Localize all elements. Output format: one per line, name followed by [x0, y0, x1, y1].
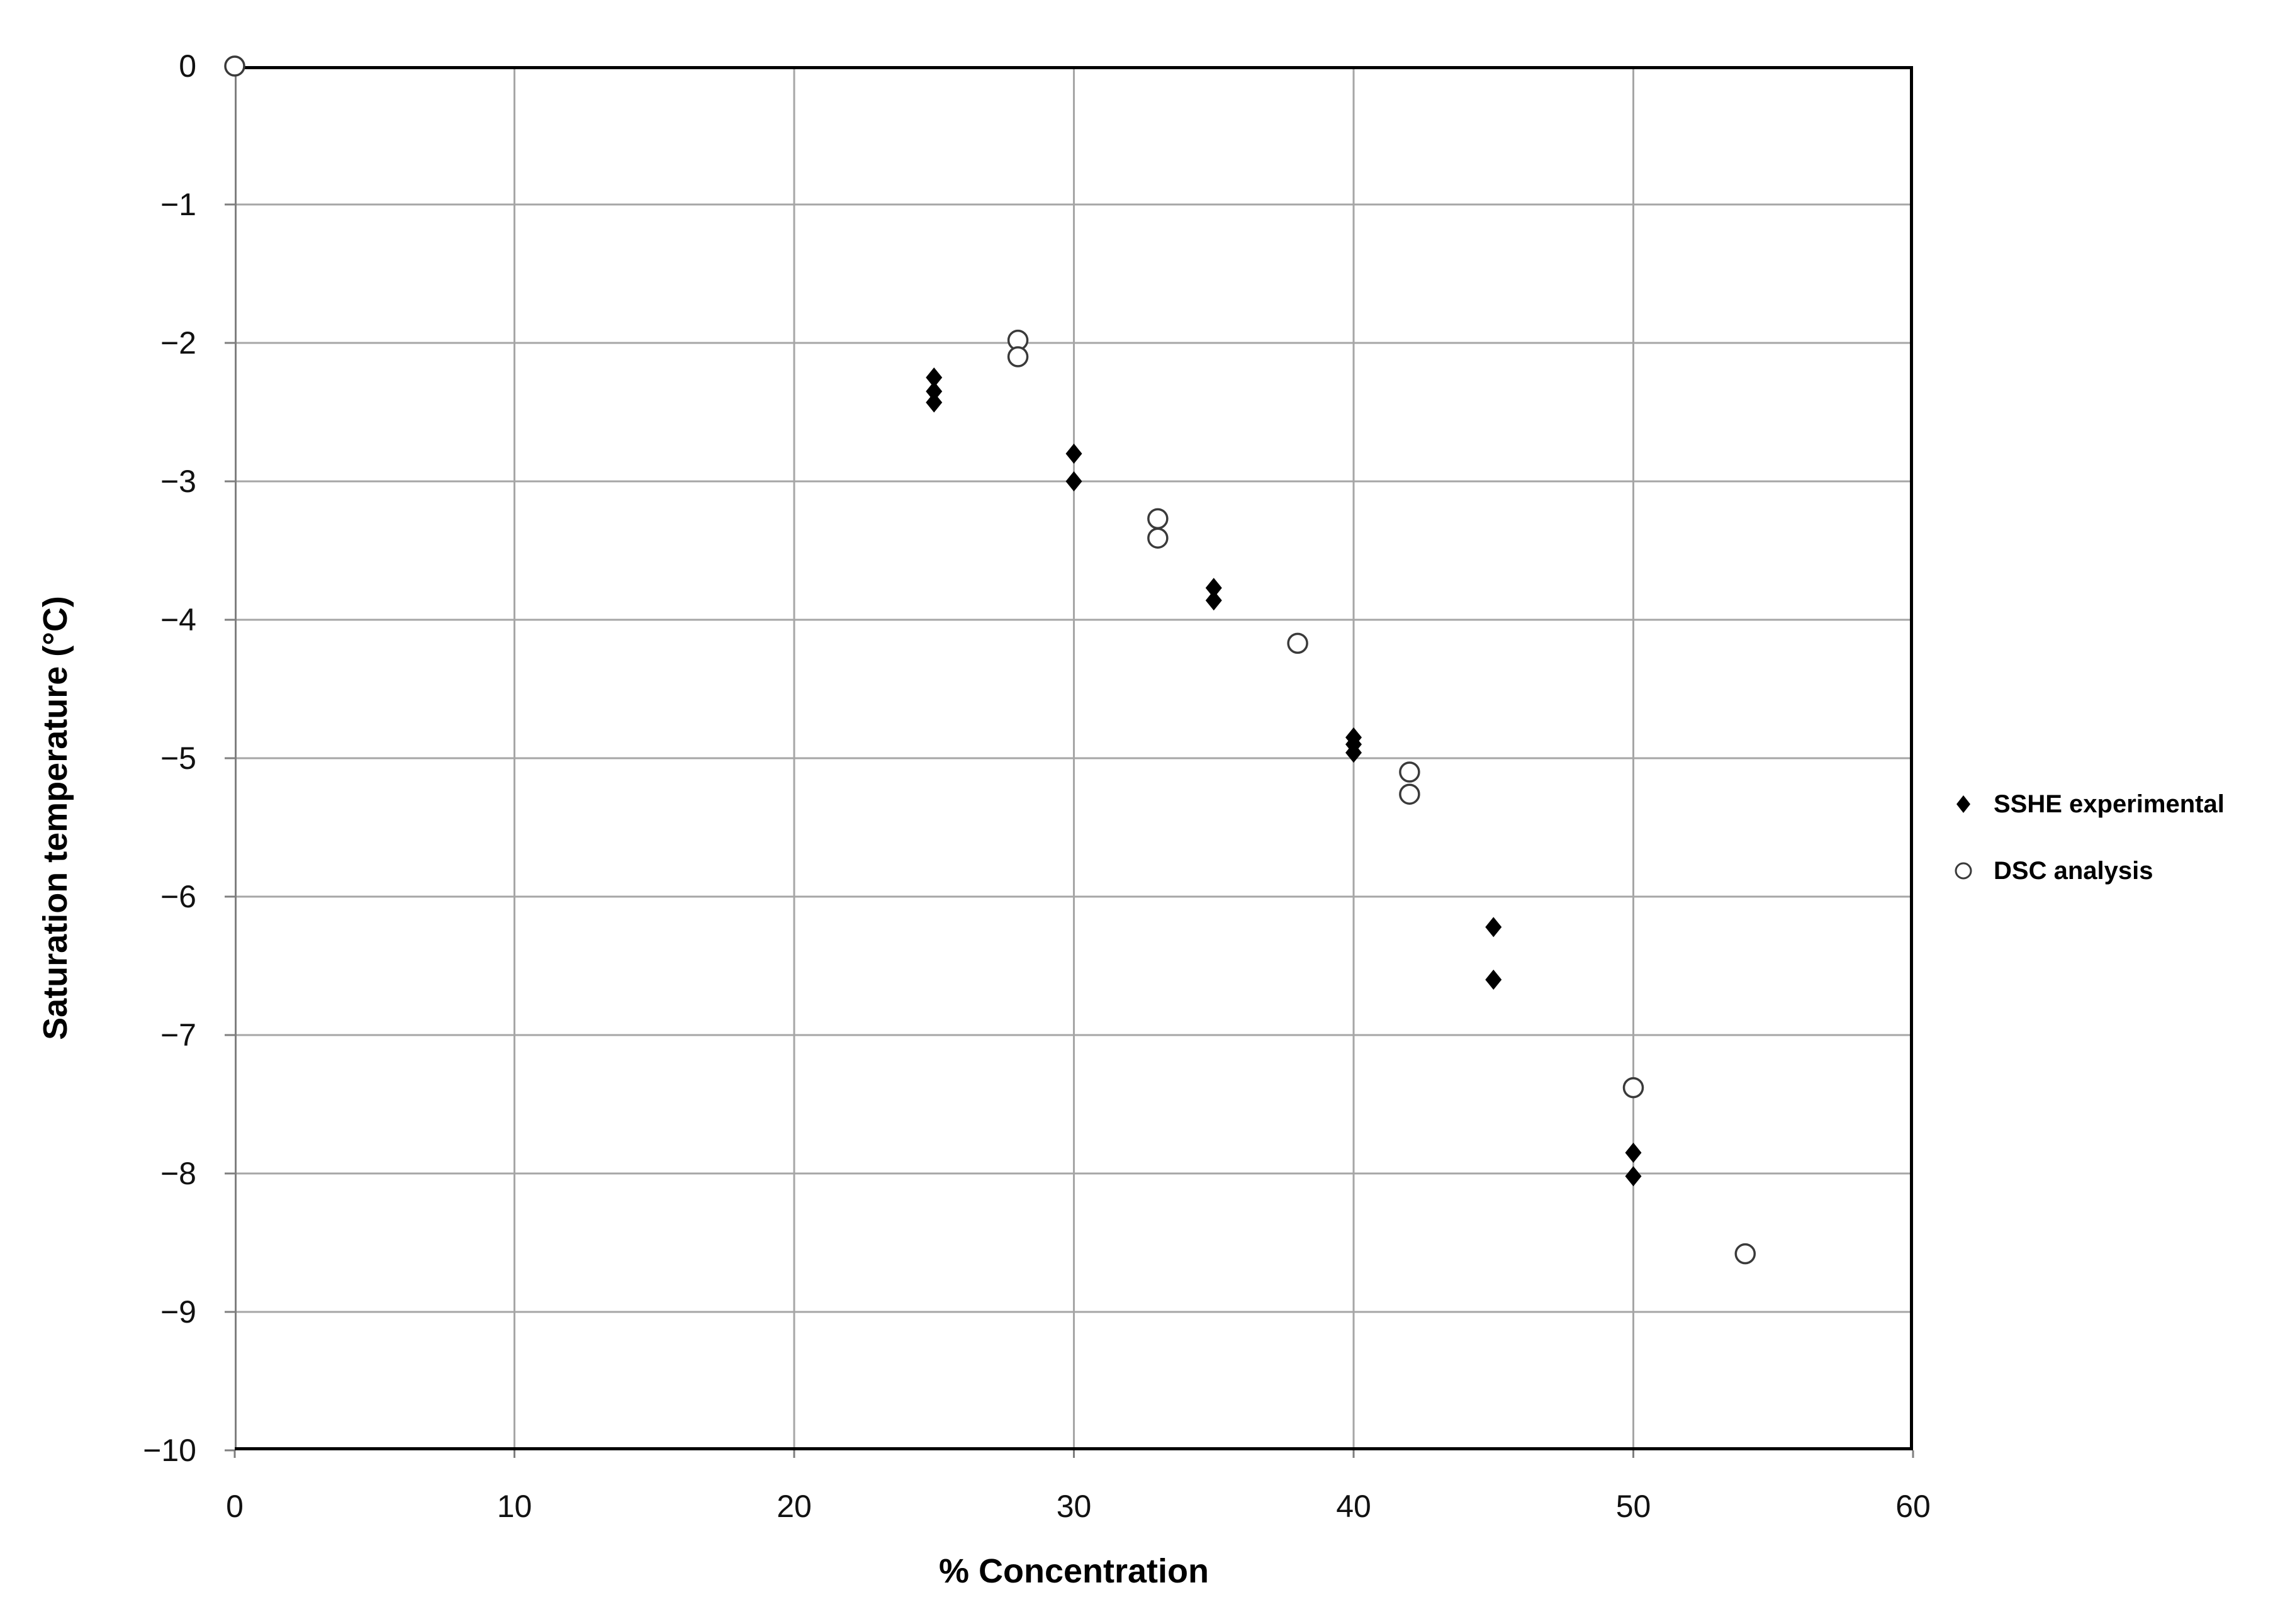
y-tick-label: 0 — [179, 48, 196, 84]
y-tick-label: −6 — [160, 879, 196, 914]
data-point-sshe-experimental — [926, 381, 943, 401]
plot-area — [224, 55, 1914, 1458]
data-point-dsc-analysis — [1734, 1243, 1756, 1265]
data-point-sshe-experimental — [926, 392, 943, 413]
y-tick-label: −1 — [160, 187, 196, 222]
data-point-dsc-analysis — [1147, 508, 1169, 530]
x-tick-label: 0 — [226, 1489, 244, 1524]
y-tick-label: −3 — [160, 464, 196, 499]
x-axis-title: % Concentration — [938, 1552, 1210, 1590]
data-point-sshe-experimental — [1205, 590, 1222, 611]
data-point-dsc-analysis — [1287, 632, 1308, 654]
y-tick-label: −5 — [160, 741, 196, 776]
y-axis-title: Saturation temperature (°C) — [36, 596, 74, 1040]
data-point-dsc-analysis — [1007, 346, 1029, 367]
x-tick-label: 50 — [1615, 1489, 1651, 1524]
chart-svg — [224, 55, 1914, 1458]
data-point-sshe-experimental — [1625, 1166, 1642, 1187]
legend-item-dsc-analysis: DSC analysis — [1950, 852, 2225, 890]
y-tick-label: −2 — [160, 325, 196, 361]
legend: SSHE experimental DSC analysis — [1950, 785, 2225, 890]
data-point-dsc-analysis — [1399, 783, 1420, 805]
open-circle-icon — [1955, 862, 1972, 880]
data-point-sshe-experimental — [1485, 970, 1502, 990]
x-tick-label: 10 — [497, 1489, 532, 1524]
x-tick-label: 30 — [1056, 1489, 1092, 1524]
data-point-dsc-analysis — [1147, 527, 1169, 549]
data-point-sshe-experimental — [1625, 1143, 1642, 1163]
data-point-sshe-experimental — [926, 367, 943, 388]
legend-label-dsc-analysis: DSC analysis — [1994, 856, 2153, 885]
filled-diamond-icon — [1956, 795, 1970, 813]
data-point-dsc-analysis — [224, 55, 245, 77]
legend-item-sshe-experimental: SSHE experimental — [1950, 785, 2225, 823]
y-tick-label: −4 — [160, 602, 196, 637]
x-tick-label: 60 — [1895, 1489, 1931, 1524]
y-tick-label: −7 — [160, 1017, 196, 1053]
data-point-sshe-experimental — [1065, 444, 1082, 464]
y-tick-label: −8 — [160, 1156, 196, 1191]
x-tick-label: 40 — [1336, 1489, 1371, 1524]
data-point-sshe-experimental — [1065, 471, 1082, 491]
data-point-dsc-analysis — [1399, 761, 1420, 783]
data-point-sshe-experimental — [1345, 742, 1362, 763]
y-tick-label: −10 — [143, 1433, 196, 1468]
y-tick-label: −9 — [160, 1294, 196, 1330]
x-tick-label: 20 — [777, 1489, 812, 1524]
data-point-sshe-experimental — [1485, 917, 1502, 938]
data-point-sshe-experimental — [1205, 578, 1222, 598]
legend-label-sshe-experimental: SSHE experimental — [1994, 790, 2225, 818]
data-point-dsc-analysis — [1622, 1077, 1644, 1099]
